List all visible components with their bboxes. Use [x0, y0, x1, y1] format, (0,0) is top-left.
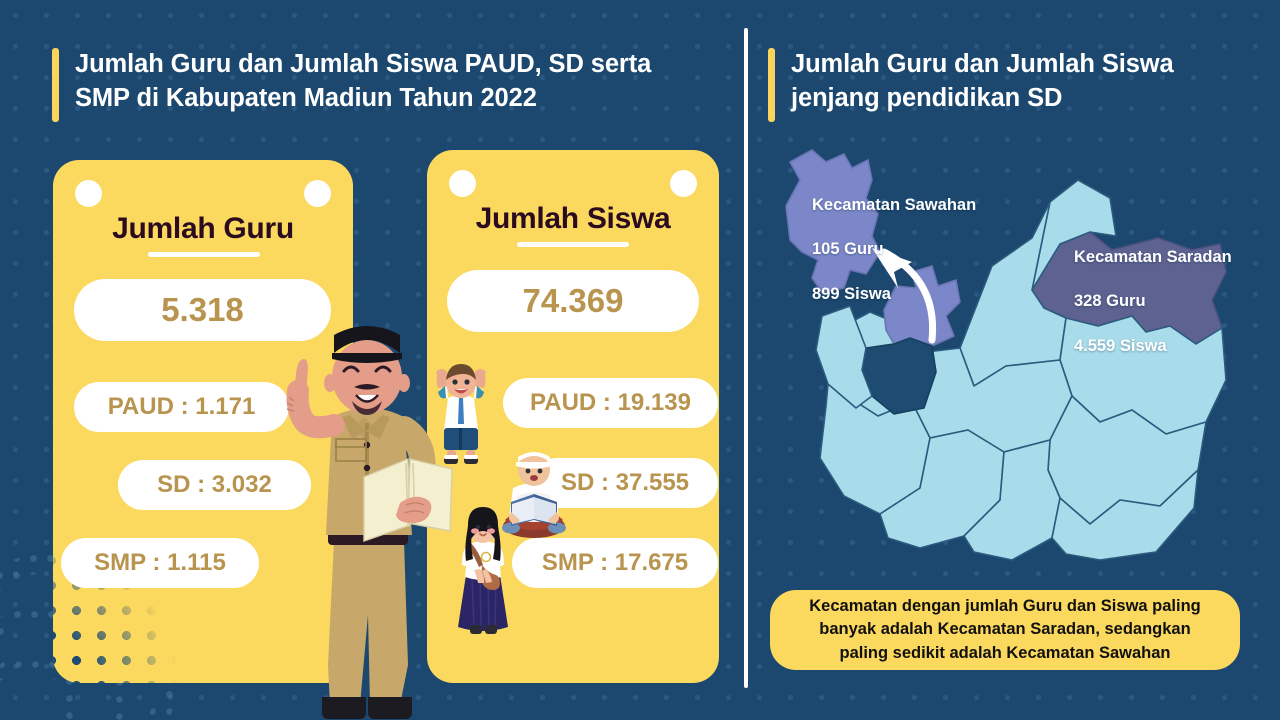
card-title-rule [517, 242, 629, 247]
guru-level-paud: PAUD : 1.171 [74, 382, 289, 432]
map-pointer-arrowhead [872, 248, 912, 288]
madiun-regency-map [760, 140, 1260, 570]
punch-hole-right-icon [670, 170, 697, 197]
map-label-saradan: Kecamatan Saradan 328 Guru 4.559 Siswa [1074, 224, 1232, 379]
guru-level-smp: SMP : 1.115 [61, 538, 259, 588]
card-title-siswa: Jumlah Siswa [475, 202, 671, 235]
map-label-sawahan-siswa: 899 Siswa [812, 284, 891, 303]
right-title-text: Jumlah Guru dan Jumlah Siswa jenjang pen… [791, 50, 1174, 112]
siswa-level-sd: SD : 37.555 [532, 458, 718, 508]
punch-hole-left-icon [75, 180, 102, 207]
left-panel-title: Jumlah Guru dan Jumlah Siswa PAUD, SD se… [52, 48, 651, 122]
map-caption-box: Kecamatan dengan jumlah Guru dan Siswa p… [770, 590, 1240, 670]
student-boy-illustration [436, 364, 486, 464]
map-region-sawahan-detached [785, 149, 881, 293]
map-label-saradan-siswa: 4.559 Siswa [1074, 336, 1167, 355]
map-label-sawahan-guru: 105 Guru [812, 240, 884, 259]
punch-hole-left-icon [449, 170, 476, 197]
map-region-main-body [1031, 179, 1117, 291]
punch-hole-right-icon [304, 180, 331, 207]
map-label-saradan-guru: 328 Guru [1074, 292, 1146, 311]
guru-level-sd: SD : 3.032 [118, 460, 311, 510]
panel-divider [744, 28, 748, 688]
map-label-saradan-name: Kecamatan Saradan [1074, 248, 1232, 267]
title-accent-bar [52, 48, 59, 122]
teacher-illustration [286, 326, 453, 719]
map-label-sawahan: Kecamatan Sawahan 105 Guru 899 Siswa [812, 172, 976, 327]
student-girl-illustration [458, 507, 508, 634]
siswa-level-paud: PAUD : 19.139 [503, 378, 718, 428]
map-region-s3 [1051, 469, 1199, 561]
title-accent-bar [768, 48, 775, 122]
siswa-level-smp: SMP : 17.675 [512, 538, 718, 588]
left-title-text: Jumlah Guru dan Jumlah Siswa PAUD, SD se… [75, 50, 652, 112]
map-region-west-strip [815, 305, 873, 409]
map-svg [785, 149, 1227, 561]
card-title-guru: Jumlah Guru [112, 212, 294, 245]
student-santri-illustration [502, 452, 566, 538]
siswa-total-value: 74.369 [447, 270, 699, 332]
card-title-rule [148, 252, 260, 257]
right-panel-title: Jumlah Guru dan Jumlah Siswa jenjang pen… [768, 48, 1174, 122]
map-region-s2 [963, 439, 1061, 561]
map-label-sawahan-name: Kecamatan Sawahan [812, 196, 977, 215]
guru-total-value: 5.318 [74, 279, 331, 341]
